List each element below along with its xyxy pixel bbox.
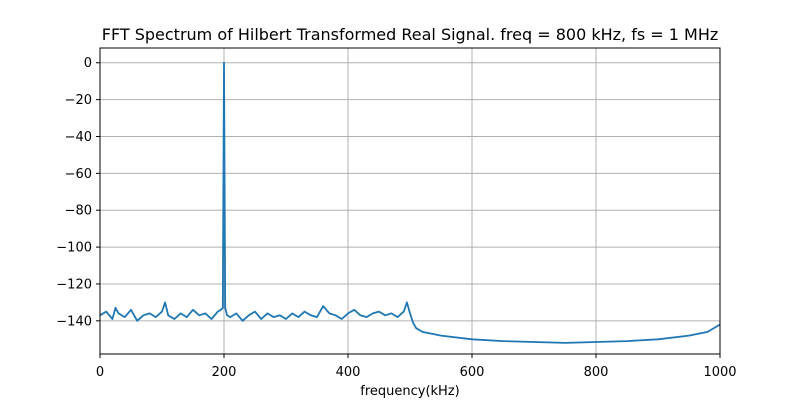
- y-tick-label: −140: [56, 314, 92, 329]
- y-axis-ticks: 0 −20 −40 −60 −80 −100 −120 −140: [56, 56, 100, 329]
- x-tick-label: 600: [460, 365, 485, 380]
- plot-frame: [99, 47, 721, 355]
- x-axis-ticks: 0 200 400 600 800 1000: [96, 354, 737, 380]
- x-tick-label: 1000: [703, 365, 736, 380]
- chart-title: FFT Spectrum of Hilbert Transformed Real…: [102, 25, 719, 44]
- y-tick-label: −20: [65, 93, 92, 108]
- x-tick-label: 400: [336, 365, 361, 380]
- y-tick-label: −100: [56, 241, 92, 256]
- x-tick-label: 200: [212, 365, 237, 380]
- y-tick-label: −80: [65, 204, 92, 219]
- series-layer: [99, 61, 721, 344]
- spectrum-line: [99, 61, 721, 344]
- y-tick-label: −120: [56, 277, 92, 292]
- y-tick-label: −40: [65, 130, 92, 145]
- y-tick-label: −60: [65, 167, 92, 182]
- x-axis-title: frequency(kHz): [360, 384, 459, 399]
- x-tick-label: 0: [96, 365, 104, 380]
- x-tick-label: 800: [584, 365, 609, 380]
- y-tick-label: 0: [84, 56, 92, 71]
